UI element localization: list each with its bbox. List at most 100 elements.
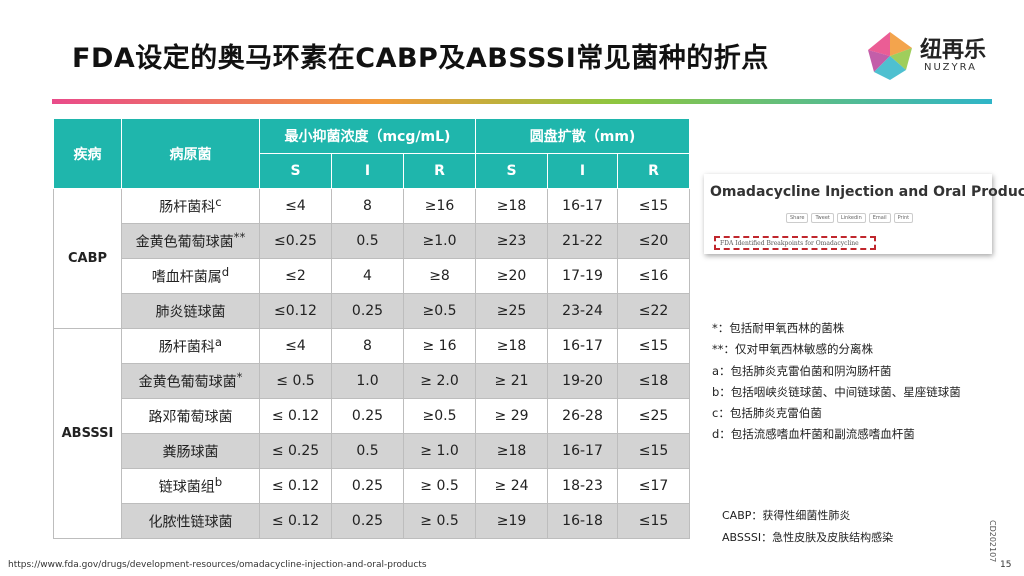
mic-r-cell: ≥8 <box>402 258 477 294</box>
header-mic: 最小抑菌浓度（mcg/mL) <box>258 118 477 154</box>
disk-i-cell: 26-28 <box>547 398 619 434</box>
disk-s-cell: ≥ 21 <box>475 363 549 399</box>
disk-i-cell: 17-19 <box>547 258 619 294</box>
disk-s-cell: ≥18 <box>475 188 549 224</box>
pathogen-cell: 路邓葡萄球菌 <box>121 398 260 434</box>
mic-r-cell: ≥ 0.5 <box>402 503 477 539</box>
mic-r-cell: ≥16 <box>402 188 477 224</box>
disk-s-cell: ≥18 <box>475 328 549 364</box>
source-url[interactable]: https://www.fda.gov/drugs/development-re… <box>8 560 427 570</box>
abbreviations: CABP：获得性细菌性肺炎 ABSSSI：急性皮肤及皮肤结构感染 <box>722 505 893 549</box>
mic-i-cell: 0.25 <box>331 293 404 329</box>
footnote: *：包括耐甲氧西林的菌株 <box>712 321 845 335</box>
mic-i-cell: 1.0 <box>331 363 404 399</box>
disease-absssi: ABSSSI <box>53 328 122 539</box>
table-row: 路邓葡萄球菌 ≤ 0.12 0.25 ≥0.5 ≥ 29 26-28 ≤25 <box>54 398 691 434</box>
table-row: 肺炎链球菌 ≤0.12 0.25 ≥0.5 ≥25 23-24 ≤22 <box>54 293 691 329</box>
disk-i-cell: 23-24 <box>547 293 619 329</box>
disk-i-cell: 16-17 <box>547 433 619 469</box>
mic-r-cell: ≥0.5 <box>402 293 477 329</box>
mic-i-cell: 4 <box>331 258 404 294</box>
mic-r-cell: ≥0.5 <box>402 398 477 434</box>
table-row: 链球菌组b ≤ 0.12 0.25 ≥ 0.5 ≥ 24 18-23 ≤17 <box>54 468 691 504</box>
footnote: a：包括肺炎克雷伯菌和阴沟肠杆菌 <box>712 363 892 378</box>
page-number: 15 <box>1000 560 1012 570</box>
mic-s-cell: ≤ 0.5 <box>259 363 332 399</box>
mic-s-cell: ≤0.25 <box>259 223 332 259</box>
table-row: 粪肠球菌 ≤ 0.25 0.5 ≥ 1.0 ≥18 16-17 ≤15 <box>54 433 691 469</box>
disk-s-cell: ≥23 <box>475 223 549 259</box>
mic-s-cell: ≤4 <box>259 328 332 364</box>
table-row: CABP 肠杆菌科c ≤4 8 ≥16 ≥18 16-17 ≤15 <box>53 188 691 329</box>
disk-i-cell: 19-20 <box>547 363 619 399</box>
abbreviation: ABSSSI：急性皮肤及皮肤结构感染 <box>722 531 894 544</box>
table-row: 金黄色葡萄球菌* ≤ 0.5 1.0 ≥ 2.0 ≥ 21 19-20 ≤18 <box>54 363 691 399</box>
pathogen-cell: 化脓性链球菌 <box>121 503 260 539</box>
disk-s-cell: ≥ 24 <box>475 468 549 504</box>
header-mic-i: I <box>331 153 404 189</box>
header-mic-s: S <box>259 153 332 189</box>
header-disk-i: I <box>547 153 619 189</box>
email-button: Email <box>868 213 891 223</box>
disease-cabp: CABP <box>53 188 122 329</box>
footnote: d：包括流感嗜血杆菌和副流感嗜血杆菌 <box>712 427 915 442</box>
pathogen-cell: 金黄色葡萄球菌* <box>121 363 260 399</box>
mic-s-cell: ≤ 0.12 <box>259 398 332 434</box>
mic-s-cell: ≤ 0.12 <box>259 468 332 504</box>
disk-r-cell: ≤15 <box>617 328 691 364</box>
disk-r-cell: ≤15 <box>617 433 691 469</box>
disk-r-cell: ≤16 <box>617 258 691 294</box>
pathogen-cell: 链球菌组b <box>121 468 260 504</box>
page-title: FDA设定的奥马环素在CABP及ABSSSI常见菌种的折点 <box>72 43 769 74</box>
disk-r-cell: ≤18 <box>617 363 691 399</box>
footnotes: *：包括耐甲氧西林的菌株 **：仅对甲氧西林敏感的分离株 a：包括肺炎克雷伯菌和… <box>712 318 961 446</box>
disk-r-cell: ≤22 <box>617 293 691 329</box>
header-pathogen: 病原菌 <box>121 118 260 189</box>
linkedin-button: Linkedin <box>836 213 866 223</box>
mic-i-cell: 0.25 <box>331 503 404 539</box>
mic-i-cell: 8 <box>331 328 404 364</box>
header-disk-r: R <box>617 153 691 189</box>
share-button: Share <box>786 213 809 223</box>
mic-r-cell: ≥ 1.0 <box>402 433 477 469</box>
header-disk-diffusion: 圆盘扩散（mm) <box>475 118 691 154</box>
header-disk-s: S <box>475 153 549 189</box>
mic-r-cell: ≥ 2.0 <box>402 363 477 399</box>
disk-r-cell: ≤20 <box>617 223 691 259</box>
mic-r-cell: ≥ 0.5 <box>402 468 477 504</box>
disk-r-cell: ≤15 <box>617 503 691 539</box>
print-button: Print <box>893 213 914 223</box>
table-row: ABSSSI 肠杆菌科a ≤4 8 ≥ 16 ≥18 16-17 ≤15 <box>53 328 691 539</box>
disk-s-cell: ≥18 <box>475 433 549 469</box>
mic-i-cell: 0.25 <box>331 468 404 504</box>
mic-s-cell: ≤4 <box>259 188 332 224</box>
disk-r-cell: ≤15 <box>617 188 691 224</box>
mic-r-cell: ≥ 16 <box>402 328 477 364</box>
table-row: 化脓性链球菌 ≤ 0.12 0.25 ≥ 0.5 ≥19 16-18 ≤15 <box>54 503 691 539</box>
logo-english-name: NUZYRA <box>924 62 977 73</box>
mic-r-cell: ≥1.0 <box>402 223 477 259</box>
breakpoints-table: 疾病 病原菌 最小抑菌浓度（mcg/mL) 圆盘扩散（mm) S I R S I… <box>53 118 691 539</box>
table-row: 嗜血杆菌属d ≤2 4 ≥8 ≥20 17-19 ≤16 <box>54 258 691 294</box>
nuzyra-logo: 纽再乐 NUZYRA <box>862 28 1002 84</box>
mic-i-cell: 8 <box>331 188 404 224</box>
fda-page-title: Omadacycline Injection and Oral Products <box>710 184 1024 200</box>
disk-s-cell: ≥19 <box>475 503 549 539</box>
header-disease: 疾病 <box>53 118 122 189</box>
disk-i-cell: 16-17 <box>547 328 619 364</box>
footnote: c：包括肺炎克雷伯菌 <box>712 406 822 421</box>
pathogen-cell: 肠杆菌科c <box>121 188 260 224</box>
mic-s-cell: ≤ 0.25 <box>259 433 332 469</box>
nuzyra-logo-mark-icon <box>868 32 912 80</box>
pathogen-cell: 金黄色葡萄球菌** <box>121 223 260 259</box>
pathogen-cell: 粪肠球菌 <box>121 433 260 469</box>
disk-r-cell: ≤17 <box>617 468 691 504</box>
disk-i-cell: 16-17 <box>547 188 619 224</box>
fda-page-screenshot: Omadacycline Injection and Oral Products… <box>704 174 1024 254</box>
document-code: CD202107 <box>988 520 997 563</box>
mic-i-cell: 0.5 <box>331 223 404 259</box>
disk-i-cell: 16-18 <box>547 503 619 539</box>
mic-s-cell: ≤2 <box>259 258 332 294</box>
footnote: b：包括咽峡炎链球菌、中间链球菌、星座链球菌 <box>712 384 961 399</box>
fda-breakpoints-subtitle: FDA Identified Breakpoints for Omadacycl… <box>720 240 859 247</box>
